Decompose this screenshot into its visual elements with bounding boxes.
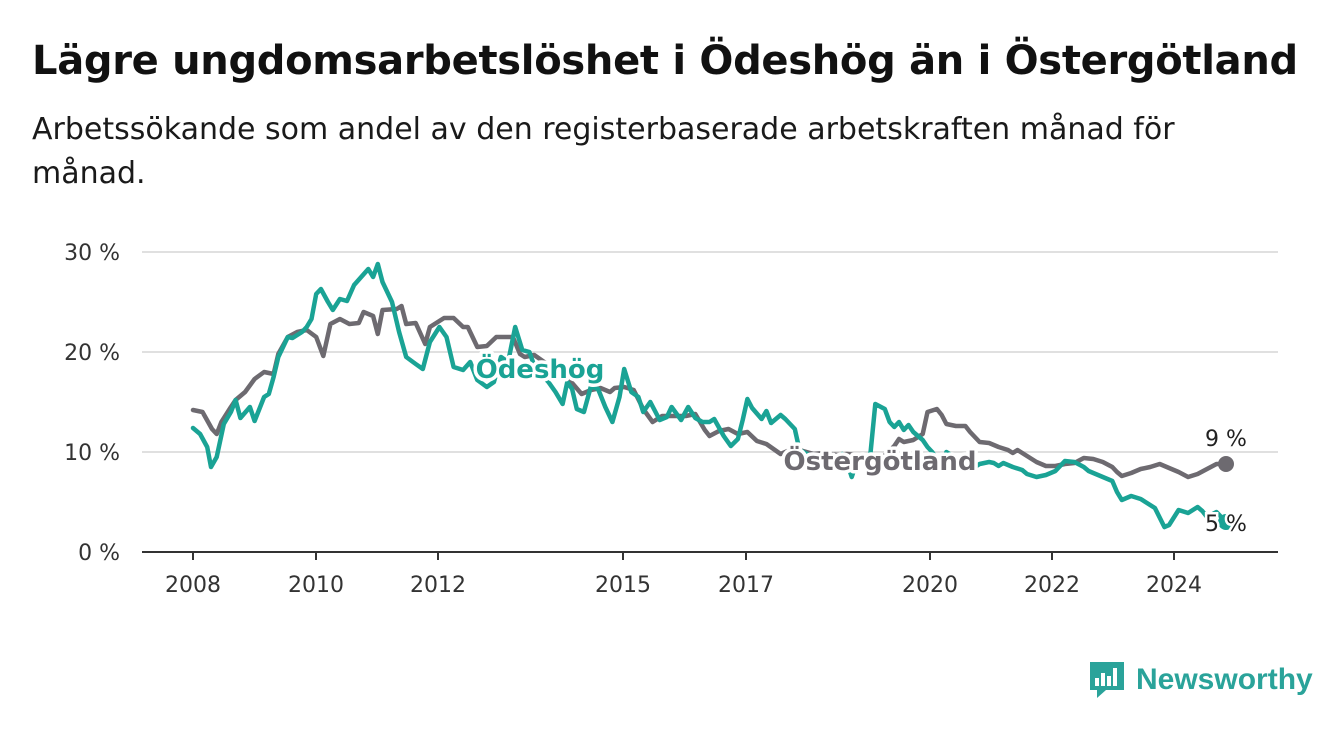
bar-chart-logo-icon bbox=[1090, 662, 1124, 698]
x-tick-label: 2017 bbox=[718, 573, 774, 598]
x-tick-label: 2022 bbox=[1024, 573, 1080, 598]
line-chart: Östergötland Ödeshög 9 % 5 % 0 % 10 % 20 % 30 … bbox=[64, 241, 1278, 598]
brand-name: Newsworthy bbox=[1136, 663, 1313, 696]
x-tick-label: 2010 bbox=[288, 573, 344, 598]
series-line-odeshog bbox=[190, 261, 1229, 530]
x-tick-label: 2020 bbox=[902, 573, 958, 598]
axes: 0 % 10 % 20 % 30 % 2008 2010 2012 2015 2017 2020 2… bbox=[64, 241, 1278, 598]
x-tick-label: 2015 bbox=[595, 573, 651, 598]
series-label-odeshog: Ödeshög bbox=[476, 352, 605, 385]
gridlines bbox=[142, 251, 1278, 453]
x-tick-label: 2024 bbox=[1146, 573, 1202, 598]
chart-title: Lägre ungdomsarbetslöshet i Ödeshög än i… bbox=[32, 38, 1298, 84]
chart-subtitle: Arbetssökande som andel av den registerb… bbox=[32, 112, 1175, 191]
x-tick-label: 2008 bbox=[165, 573, 221, 598]
x-tick-label: 2012 bbox=[410, 573, 466, 598]
y-tick-label: 20 % bbox=[64, 341, 120, 366]
end-point-ostergotland bbox=[1218, 456, 1234, 472]
series-label-ostergotland: Östergötland bbox=[784, 444, 977, 477]
end-label-odeshog: 5 % bbox=[1205, 512, 1247, 537]
newsworthy-brand[interactable]: Newsworthy bbox=[1088, 660, 1313, 700]
end-point-odeshog bbox=[1218, 514, 1234, 530]
series-labels: Östergötland Ödeshög 9 % 5 % bbox=[472, 349, 1249, 540]
y-tick-label: 0 % bbox=[78, 541, 120, 566]
y-tick-label: 30 % bbox=[64, 241, 120, 266]
y-tick-label: 10 % bbox=[64, 441, 120, 466]
end-label-ostergotland: 9 % bbox=[1205, 427, 1247, 452]
series-lines bbox=[190, 261, 1234, 530]
